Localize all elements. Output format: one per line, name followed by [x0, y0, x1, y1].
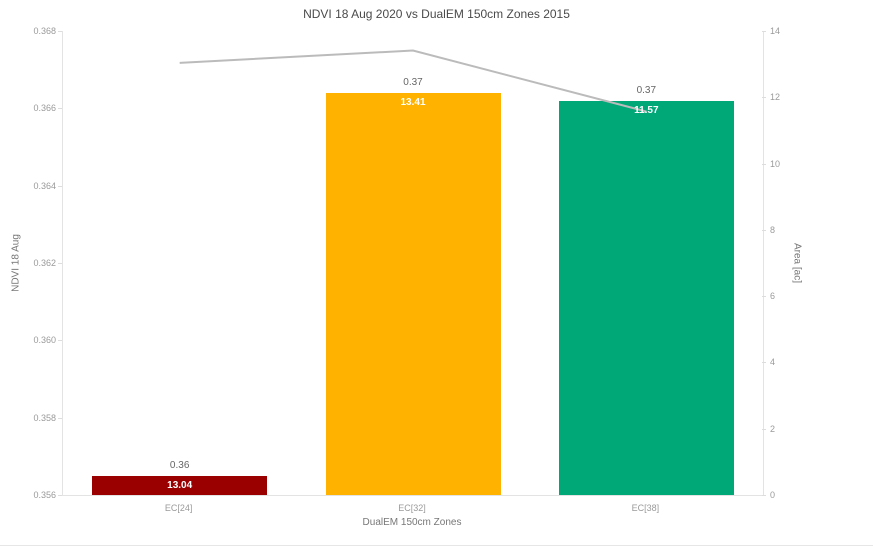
- left-axis-tick-label: 0.366: [33, 103, 56, 114]
- right-axis-tick: [762, 296, 766, 298]
- left-axis-tick: [58, 263, 62, 264]
- right-axis-tick-label: 0: [770, 490, 776, 500]
- bar-area-label: 13.04: [167, 479, 193, 491]
- bar-value-label: 0.36: [169, 459, 190, 471]
- bar-ec38[interactable]: [558, 100, 734, 495]
- left-axis-title: NDVI 18 Aug: [10, 234, 22, 292]
- x-axis-title: DualEM 150cm Zones: [362, 517, 462, 528]
- x-axis-tick-label: EC[32]: [398, 503, 426, 513]
- right-axis-tick: [762, 97, 766, 99]
- left-axis-tick-label: 0.362: [33, 258, 56, 268]
- left-axis-tick: [58, 495, 62, 496]
- bar-value-label: 0.37: [403, 76, 423, 88]
- right-axis-tick-label: 6: [770, 291, 776, 302]
- left-axis-tick-label: 0.364: [33, 180, 56, 191]
- footer-divider: [0, 545, 873, 546]
- left-axis-tick-label: 0.368: [33, 26, 56, 36]
- bar-ec24[interactable]: [92, 475, 268, 495]
- left-axis-tick: [58, 108, 62, 110]
- left-axis-tick-label: 0.356: [33, 490, 56, 500]
- left-axis-tick: [58, 31, 62, 32]
- bar-ec32[interactable]: [325, 92, 501, 495]
- left-axis-tick-label: 0.360: [33, 335, 56, 346]
- right-axis-tick-label: 10: [770, 158, 781, 169]
- left-axis-tick-label: 0.358: [33, 412, 56, 423]
- right-axis-tick-label: 12: [770, 92, 781, 103]
- right-axis-tick: [762, 229, 766, 231]
- chart-title: NDVI 18 Aug 2020 vs DualEM 150cm Zones 2…: [303, 7, 570, 21]
- right-axis-tick: [762, 31, 766, 32]
- bar-area-label: 13.41: [400, 96, 426, 108]
- right-axis-tick-label: 4: [770, 357, 776, 368]
- right-axis-tick-label: 14: [770, 26, 781, 36]
- right-axis-tick: [762, 428, 766, 430]
- x-axis-tick-label: EC[24]: [164, 503, 193, 513]
- right-axis-tick-label: 2: [770, 423, 776, 434]
- left-axis-tick: [58, 340, 62, 342]
- plot-area: 0.36 13.04 0.37 13.41 0.37 11.57: [62, 31, 764, 496]
- right-axis-tick: [762, 495, 766, 496]
- left-axis-tick: [58, 417, 62, 419]
- left-axis-tick: [58, 185, 62, 187]
- right-axis-tick-label: 8: [770, 224, 776, 235]
- bar-value-label: 0.37: [636, 84, 657, 96]
- right-axis-title: Area [ac]: [791, 242, 803, 284]
- x-axis-tick-label: EC[38]: [631, 503, 660, 513]
- right-axis-tick: [762, 362, 766, 364]
- right-axis-tick: [762, 163, 766, 165]
- bar-area-label: 11.57: [634, 104, 659, 116]
